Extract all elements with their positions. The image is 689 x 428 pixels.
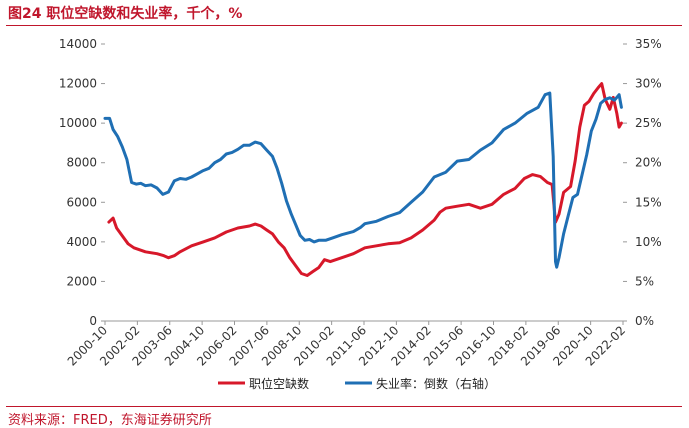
right-tick-label: 30% (635, 77, 662, 91)
right-tick-label: 20% (635, 156, 662, 170)
source-note: 资料来源：FRED，东海证券研究所 (8, 413, 212, 428)
series-line-job-openings (107, 82, 623, 277)
right-tick-label: 10% (635, 235, 662, 249)
right-axis-ticks: 0% 5% 10% 15% 20% 25% 30% 35% (623, 37, 662, 328)
legend-label-job-openings: 职位空缺数 (249, 376, 309, 391)
title-divider (6, 25, 682, 26)
legend: 职位空缺数 失业率：倒数（右轴） (218, 376, 496, 391)
chart-title: 图24 职位空缺数和失业率，千个，% (8, 6, 243, 22)
left-tick-label: 8000 (66, 156, 97, 170)
right-tick-label: 0% (635, 314, 654, 328)
legend-label-unemployment-inverse: 失业率：倒数（右轴） (376, 376, 496, 391)
left-tick-label: 2000 (66, 274, 97, 288)
left-tick-label: 12000 (59, 77, 97, 91)
right-tick-label: 5% (635, 274, 654, 288)
left-tick-label: 4000 (66, 235, 97, 249)
source-divider (6, 406, 682, 407)
right-tick-label: 25% (635, 116, 662, 130)
dual-axis-line-chart: 0 2000 4000 6000 8000 10000 12000 14000 0% 5% 10%… (59, 37, 662, 391)
right-tick-label: 15% (635, 195, 662, 209)
left-tick-label: 6000 (66, 195, 97, 209)
left-tick-label: 0 (89, 314, 97, 328)
x-axis-ticks: 2000-102002-022003-062004-102006-022007-… (65, 321, 628, 369)
right-tick-label: 35% (635, 37, 662, 51)
left-tick-label: 14000 (59, 37, 97, 51)
series-line-unemployment-inverse (103, 91, 623, 269)
left-axis-ticks: 0 2000 4000 6000 8000 10000 12000 14000 (59, 37, 105, 328)
left-tick-label: 10000 (59, 116, 97, 130)
